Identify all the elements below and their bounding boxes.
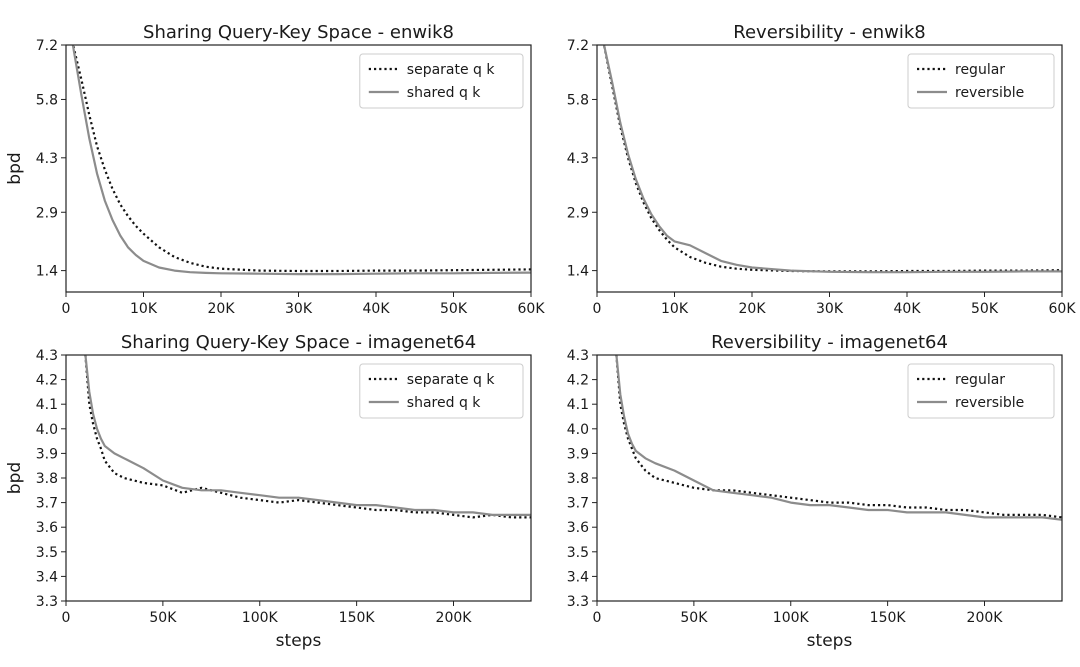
x-axis-label: steps: [807, 631, 853, 651]
legend-box: [907, 53, 1055, 109]
y-tick-label: 5.8: [36, 92, 58, 108]
chart-title: Sharing Query-Key Space - enwik8: [143, 22, 454, 43]
series-line-2: [84, 355, 531, 517]
y-tick-label: 4.3: [36, 151, 58, 167]
legend-box: [907, 363, 1055, 419]
y-tick-label: 4.0: [567, 422, 589, 438]
legend-label: separate q k: [407, 62, 496, 78]
x-tick-label: 60K: [1049, 301, 1077, 317]
y-tick-label: 3.3: [567, 594, 589, 610]
x-tick-label: 0: [593, 610, 602, 626]
legend-label: reversible: [955, 85, 1024, 101]
series-line-2: [602, 45, 1062, 274]
y-tick-label: 3.7: [567, 496, 589, 512]
series-line-2: [71, 45, 531, 276]
x-tick-label: 200K: [967, 610, 1004, 626]
x-axis-label: steps: [276, 631, 322, 651]
x-tick-label: 200K: [436, 610, 473, 626]
legend: regular reversible: [907, 53, 1055, 109]
y-tick-label: 3.6: [36, 520, 58, 536]
x-tick-label: 50K: [440, 301, 468, 317]
y-tick-label: 3.6: [567, 520, 589, 536]
legend-box: [359, 363, 524, 419]
x-tick-label: 50K: [149, 610, 177, 626]
legend-label: shared q k: [407, 85, 481, 101]
chart-panel-1: Sharing Query-Key Space - enwik8 0 10K 20K 3…: [5, 22, 545, 317]
x-tick-label: 100K: [242, 610, 279, 626]
y-tick-label: 4.1: [567, 397, 589, 413]
y-tick-label: 4.3: [567, 348, 589, 364]
x-tick-label: 150K: [339, 610, 376, 626]
y-tick-label: 4.3: [567, 151, 589, 167]
y-tick-label: 5.8: [567, 92, 589, 108]
y-tick-label: 4.1: [36, 397, 58, 413]
y-tick-label: 1.4: [36, 264, 58, 280]
x-tick-label: 60K: [518, 301, 546, 317]
y-tick-label: 4.2: [36, 373, 58, 389]
x-tick-label: 40K: [363, 301, 391, 317]
series-line-1: [602, 45, 1062, 273]
y-tick-label: 2.9: [36, 205, 58, 221]
y-tick-label: 3.8: [36, 471, 58, 487]
legend-label: separate q k: [407, 372, 496, 388]
series-line-1: [615, 355, 1062, 519]
y-tick-label: 1.4: [567, 264, 589, 280]
y-tick-label: 3.4: [567, 569, 589, 585]
chart-title: Sharing Query-Key Space - imagenet64: [121, 332, 476, 353]
legend-label: reversible: [955, 395, 1024, 411]
y-tick-label: 3.8: [567, 471, 589, 487]
legend: regular reversible: [907, 363, 1055, 419]
chart-panel-3: Sharing Query-Key Space - imagenet64 0 50K…: [5, 332, 532, 651]
x-tick-label: 100K: [773, 610, 810, 626]
x-tick-label: 0: [593, 301, 602, 317]
y-tick-label: 3.7: [36, 496, 58, 512]
legend-label: regular: [955, 372, 1005, 388]
chart-title: Reversibility - enwik8: [733, 22, 925, 43]
legend-label: regular: [955, 62, 1005, 78]
x-tick-label: 50K: [971, 301, 999, 317]
y-tick-label: 3.5: [567, 545, 589, 561]
y-axis-label: bpd: [5, 152, 25, 184]
x-tick-label: 50K: [680, 610, 708, 626]
y-tick-label: 4.3: [36, 348, 58, 364]
x-tick-label: 150K: [870, 610, 907, 626]
x-tick-label: 30K: [816, 301, 844, 317]
legend: separate q k shared q k: [359, 363, 524, 419]
chart-panel-2: Reversibility - enwik8 0 10K 20K 30K 40K 50K 60…: [567, 22, 1077, 317]
y-tick-label: 7.2: [36, 38, 58, 54]
x-tick-label: 30K: [285, 301, 313, 317]
y-tick-label: 3.4: [36, 569, 58, 585]
legend-label: shared q k: [407, 395, 481, 411]
x-tick-label: 20K: [739, 301, 767, 317]
x-tick-label: 20K: [208, 301, 236, 317]
chart-panel-4: Reversibility - imagenet64 0 50K 100K 150K 20…: [567, 332, 1063, 651]
series-line-1: [72, 45, 531, 273]
series-line-2: [615, 355, 1062, 521]
x-tick-label: 40K: [894, 301, 922, 317]
y-tick-label: 3.9: [36, 446, 58, 462]
y-tick-label: 4.2: [567, 373, 589, 389]
x-tick-label: 0: [62, 610, 71, 626]
x-tick-label: 10K: [661, 301, 689, 317]
y-tick-label: 2.9: [567, 205, 589, 221]
y-tick-label: 3.3: [36, 594, 58, 610]
y-tick-label: 4.0: [36, 422, 58, 438]
legend-box: [359, 53, 524, 109]
chart-title: Reversibility - imagenet64: [711, 332, 948, 353]
x-tick-label: 0: [62, 301, 71, 317]
y-tick-label: 3.5: [36, 545, 58, 561]
y-tick-label: 7.2: [567, 38, 589, 54]
x-tick-label: 10K: [130, 301, 158, 317]
y-axis-label: bpd: [5, 462, 25, 494]
legend: separate q k shared q k: [359, 53, 524, 109]
y-tick-label: 3.9: [567, 446, 589, 462]
